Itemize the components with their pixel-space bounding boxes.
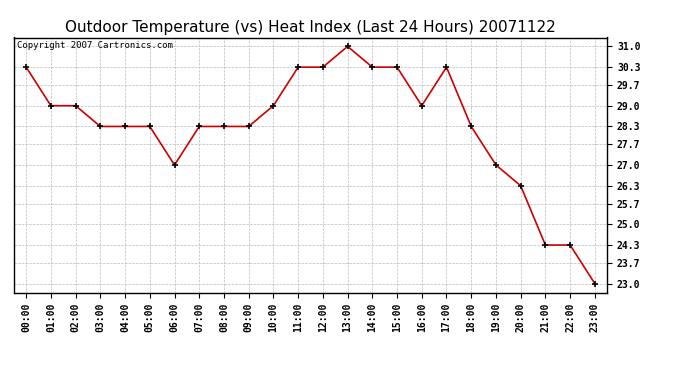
Text: Copyright 2007 Cartronics.com: Copyright 2007 Cartronics.com [17, 41, 172, 50]
Title: Outdoor Temperature (vs) Heat Index (Last 24 Hours) 20071122: Outdoor Temperature (vs) Heat Index (Las… [65, 20, 556, 35]
